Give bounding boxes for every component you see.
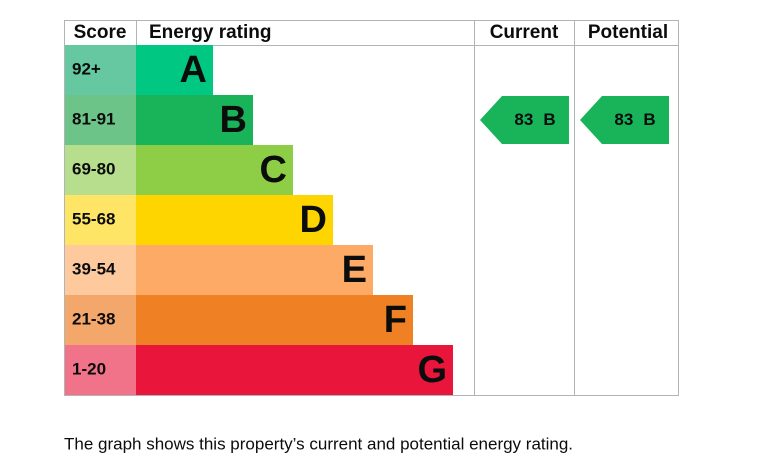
header: Current [490, 22, 559, 43]
band-bar [136, 245, 373, 295]
band-letter: F [384, 299, 407, 341]
rating-score: 83 [614, 110, 633, 129]
score: 81-91 [72, 109, 115, 128]
frame [64, 20, 679, 396]
header: Potential [588, 22, 668, 43]
header: Score [74, 22, 127, 43]
band-bar [136, 195, 333, 245]
band-letter: D [300, 199, 327, 241]
score-cell [65, 145, 136, 195]
score: 1-20 [72, 359, 106, 378]
score-cell [65, 45, 136, 95]
band-letter: G [417, 349, 447, 391]
score: 21-38 [72, 309, 115, 328]
caption: The graph shows this property’s current … [64, 434, 573, 453]
header: Energy rating [149, 22, 271, 43]
band-letter: E [342, 249, 367, 291]
band-bar [136, 345, 453, 395]
rating-arrow [580, 96, 669, 144]
rating-score: 83 [514, 110, 533, 129]
score-cell [65, 195, 136, 245]
band-bar [136, 95, 253, 145]
score-cell [65, 245, 136, 295]
band-letter: C [260, 149, 287, 191]
band-bar [136, 295, 413, 345]
score-cell [65, 95, 136, 145]
rating-arrow [480, 96, 569, 144]
band-letter: A [180, 49, 207, 91]
rating-letter: B [543, 110, 555, 129]
band-bar [136, 45, 213, 95]
score: 92+ [72, 59, 101, 78]
band-bar [136, 145, 293, 195]
score-cell [65, 295, 136, 345]
band-letter: B [220, 99, 247, 141]
score: 69-80 [72, 159, 115, 178]
score: 55-68 [72, 209, 115, 228]
score: 39-54 [72, 259, 116, 278]
rating-label: 83 B [614, 110, 655, 129]
score-cell [65, 345, 136, 395]
rating-label: 83 B [514, 110, 555, 129]
rating-letter: B [643, 110, 655, 129]
